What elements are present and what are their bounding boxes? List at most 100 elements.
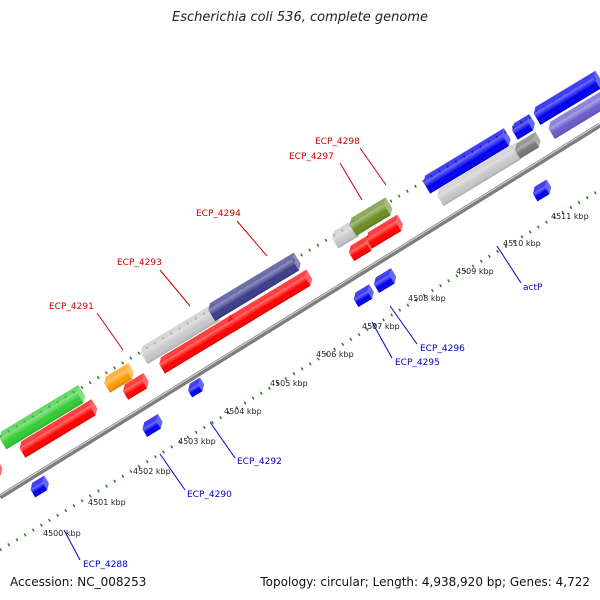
- feature-block-rev-2-gloss: [142, 420, 161, 437]
- feature-block-rev-1-gloss: [30, 482, 48, 498]
- feature-block-purple[interactable]: [546, 85, 600, 139]
- feature-block-red-3-top: [123, 372, 144, 392]
- reverse-gene-label[interactable]: ECP_4296: [420, 344, 465, 354]
- reverse-gene-label[interactable]: actP: [523, 283, 543, 293]
- feature-block-rev-2-side: [156, 414, 163, 429]
- feature-block-rev-1[interactable]: [28, 475, 52, 498]
- topology-text: Topology: circular; Length: 4,938,920 bp…: [260, 575, 590, 589]
- forward-gene-label[interactable]: ECP_4291: [49, 302, 94, 312]
- feature-block-red-6-gloss: [348, 242, 372, 262]
- feature-block-navy-gloss: [208, 259, 299, 322]
- feature-block-red-7-top: [366, 214, 398, 240]
- feature-block-rev-3[interactable]: [185, 377, 206, 398]
- feature-block-darkgray-side: [533, 131, 541, 148]
- feature-block-red-1-side: [0, 458, 3, 475]
- forward-gene-label[interactable]: ECP_4298: [315, 137, 360, 147]
- feature-block-red-2[interactable]: [17, 399, 100, 458]
- forward-gene-label[interactable]: ECP_4294: [196, 209, 241, 219]
- feature-block-blue-1[interactable]: [421, 128, 513, 194]
- feature-block-blue-1-gloss: [423, 135, 509, 194]
- ruler-tick-label: 4507 kbp: [362, 322, 400, 331]
- feature-block-orange[interactable]: [102, 362, 137, 393]
- feature-block-rev-6-top: [532, 179, 547, 194]
- forward-gene-label[interactable]: ECP_4297: [289, 152, 334, 162]
- feature-block-red-1[interactable]: [0, 458, 5, 487]
- feature-block-darkgray-top: [514, 131, 536, 151]
- feature-block-green-1[interactable]: [0, 384, 88, 450]
- feature-block-blue-3[interactable]: [531, 70, 600, 125]
- feature-block-blue-1-top: [423, 128, 504, 183]
- feature-block-navy-top: [208, 252, 294, 311]
- ruler-tick-label: 4503 kbp: [178, 437, 216, 446]
- feature-block-gray-2-gloss: [332, 225, 359, 249]
- feature-block-green-1-side: [76, 384, 86, 403]
- feature-block-olive[interactable]: [347, 197, 395, 236]
- forward-leader-line: [159, 269, 191, 307]
- feature-block-blue-2-side: [527, 114, 535, 131]
- feature-block-rev-5[interactable]: [371, 268, 398, 293]
- feature-block-green-1-top: [0, 384, 79, 439]
- feature-block-rev-1-top: [30, 475, 45, 490]
- reverse-gene-label[interactable]: ECP_4295: [395, 358, 440, 368]
- feature-block-rev-1-side: [42, 475, 49, 491]
- accession-text: Accession: NC_008253: [10, 575, 147, 589]
- feature-block-rev-6[interactable]: [530, 179, 554, 202]
- feature-block-rev-6-gloss: [532, 186, 550, 202]
- feature-block-purple-top: [548, 85, 600, 129]
- feature-block-blue-2[interactable]: [510, 114, 538, 140]
- backbone: [0, 122, 600, 500]
- feature-block-rev-6-side: [544, 179, 552, 195]
- ruler-tick-label: 4501 kbp: [88, 498, 126, 507]
- reverse-gene-label[interactable]: ECP_4290: [187, 490, 232, 500]
- reverse-leader-line: [159, 453, 186, 491]
- ruler-tick-label: 4505 kbp: [270, 379, 308, 388]
- feature-block-gray-2-top: [332, 219, 355, 239]
- feature-block-navy[interactable]: [206, 252, 303, 322]
- feature-block-orange-gloss: [104, 369, 133, 393]
- feature-block-red-3-gloss: [123, 379, 148, 400]
- feature-block-rev-3-gloss: [188, 384, 203, 398]
- feature-block-red-7-side: [395, 214, 403, 231]
- feature-block-red-2-gloss: [19, 405, 96, 458]
- forward-leader-line: [339, 162, 363, 201]
- feature-block-red-4-top: [159, 314, 232, 365]
- ruler-tick-label: 4504 kbp: [224, 407, 262, 416]
- ruler-tick-label: 4509 kbp: [456, 267, 494, 276]
- feature-block-rev-2[interactable]: [140, 414, 165, 437]
- forward-gene-label[interactable]: ECP_4293: [117, 258, 162, 268]
- feature-block-gray-1[interactable]: [138, 302, 224, 365]
- feature-block-olive-top: [349, 197, 386, 225]
- feature-block-rev-4[interactable]: [351, 284, 376, 308]
- reverse-leader-line: [371, 321, 393, 359]
- backbone-highlight: [0, 122, 600, 497]
- ruler-tick-label: 4500 kbp: [43, 529, 81, 538]
- feature-block-gray-1-gloss: [140, 309, 220, 365]
- feature-block-red-5-top: [227, 269, 307, 323]
- feature-block-red-7[interactable]: [364, 214, 406, 249]
- feature-block-orange-top: [104, 362, 129, 384]
- feature-block-blue-3-gloss: [533, 77, 600, 125]
- feature-block-red-5-gloss: [227, 276, 311, 333]
- feature-block-red-5-side: [304, 269, 313, 286]
- feature-block-green-1-gloss: [0, 391, 84, 450]
- feature-block-red-4[interactable]: [157, 314, 240, 374]
- reverse-leader-line: [389, 305, 418, 345]
- feature-block-navy-side: [292, 252, 301, 271]
- feature-block-blue-3-top: [533, 70, 596, 114]
- feature-block-darkgray[interactable]: [512, 131, 543, 159]
- reverse-gene-label[interactable]: ECP_4292: [237, 457, 282, 467]
- feature-block-rev-4-top: [353, 284, 370, 300]
- reverse-leader-line: [496, 245, 522, 284]
- feature-block-gray-3[interactable]: [435, 142, 525, 207]
- feature-block-olive-gloss: [349, 204, 391, 236]
- feature-block-red-7-gloss: [366, 221, 402, 249]
- reverse-gene-label[interactable]: ECP_4288: [83, 560, 128, 570]
- feature-block-red-5[interactable]: [225, 269, 315, 333]
- feature-block-red-3[interactable]: [120, 372, 151, 400]
- feature-block-darkgray-gloss: [514, 138, 539, 159]
- feature-block-rev-3-side: [198, 377, 205, 392]
- forward-leader-line: [236, 220, 268, 257]
- feature-block-rev-3-top: [188, 377, 201, 391]
- feature-block-rev-5-side: [389, 268, 397, 284]
